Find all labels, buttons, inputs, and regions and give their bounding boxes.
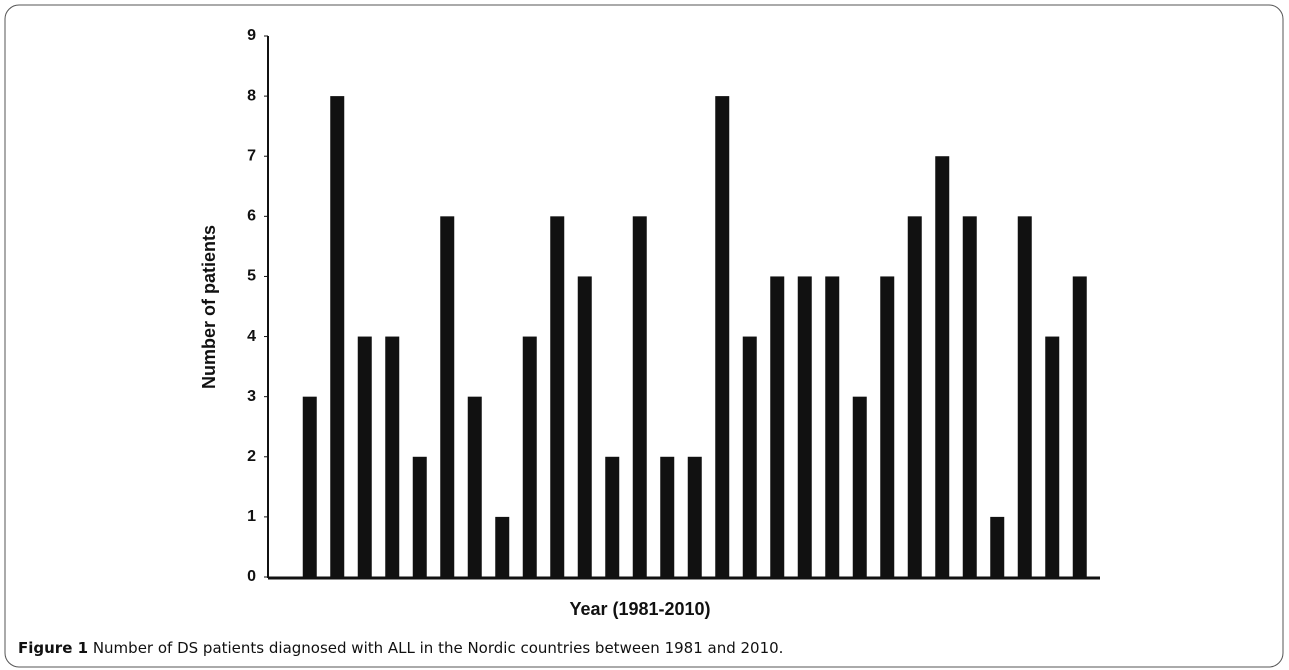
- bar: [1017, 216, 1032, 578]
- bar: [550, 216, 565, 578]
- bar: [825, 276, 840, 577]
- bar: [660, 456, 675, 577]
- bar: [440, 216, 455, 578]
- bar: [522, 336, 537, 577]
- bar: [907, 216, 922, 578]
- y-tick-label: 1: [247, 508, 256, 525]
- y-tick-label: 2: [247, 448, 256, 465]
- bar: [852, 396, 867, 577]
- bar: [742, 336, 757, 577]
- bar: [467, 396, 482, 577]
- bar: [962, 216, 977, 578]
- y-tick-label: 6: [247, 208, 256, 225]
- caption: Figure 1 Number of DS patients diagnosed…: [18, 639, 783, 657]
- y-axis-title: Number of patients: [199, 225, 219, 389]
- y-tick-label: 9: [247, 27, 256, 44]
- bar: [495, 516, 510, 577]
- y-tick-label: 7: [247, 147, 256, 164]
- bar: [385, 336, 400, 577]
- bar: [770, 276, 785, 577]
- x-axis-title: Year (1981-2010): [569, 599, 710, 619]
- caption-text: Number of DS patients diagnosed with ALL…: [93, 639, 784, 657]
- bar: [1045, 336, 1060, 577]
- bar: [1072, 276, 1087, 577]
- y-tick-label: 3: [247, 388, 256, 405]
- bar: [880, 276, 895, 577]
- caption-label: Figure 1: [18, 639, 88, 657]
- y-tick-label: 4: [247, 328, 256, 345]
- y-tick-label: 0: [247, 568, 256, 585]
- bar: [935, 156, 950, 577]
- bar: [330, 96, 345, 577]
- bar: [412, 456, 427, 577]
- y-tick-label: 5: [247, 268, 256, 285]
- bar: [632, 216, 647, 578]
- y-tick-label: 8: [247, 87, 256, 104]
- bar: [687, 456, 702, 577]
- bar: [605, 456, 620, 577]
- bar: [577, 276, 592, 577]
- bar: [302, 396, 317, 577]
- bar: [990, 516, 1005, 577]
- bar: [797, 276, 812, 577]
- frame: [4, 4, 1284, 668]
- bar: [357, 336, 372, 577]
- bar: [715, 96, 730, 577]
